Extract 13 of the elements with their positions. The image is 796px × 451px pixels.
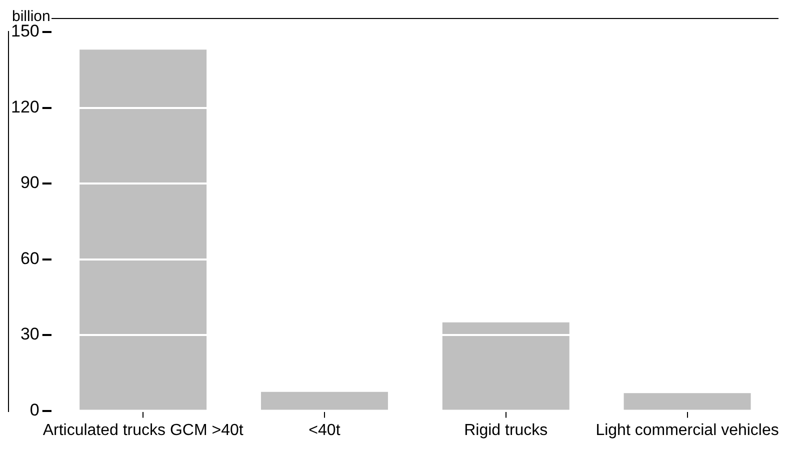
x-tick-label: Rigid trucks <box>464 422 548 439</box>
x-tick-label: Articulated trucks GCM >40t <box>42 422 244 439</box>
bar <box>442 322 570 410</box>
y-tick-label: 60 <box>20 248 40 268</box>
y-tick-label: 120 <box>10 97 40 116</box>
x-tick-label: <40t <box>308 422 341 439</box>
y-tick-label: 30 <box>20 324 40 344</box>
bar <box>624 393 751 410</box>
bar <box>260 392 388 410</box>
y-tick-label: 0 <box>30 400 40 420</box>
y-tick-label: 90 <box>20 173 40 192</box>
x-tick-label: Light commercial vehicles <box>596 422 779 439</box>
bar <box>80 50 207 410</box>
